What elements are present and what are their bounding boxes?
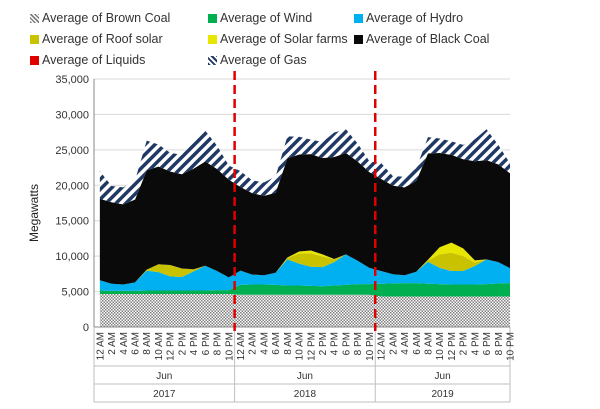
x-tick-label: 6 PM <box>201 332 212 355</box>
legend-swatch-solar-farms <box>208 34 217 44</box>
x-tick-label: 2 PM <box>318 332 329 355</box>
x-tick-label: 8 PM <box>353 332 364 355</box>
x-tick-label: 12 PM <box>166 332 177 361</box>
chart-legend: Average of Brown Coal Average of Wind Aver… <box>0 0 600 72</box>
legend-swatch-black-coal <box>354 34 363 44</box>
x-year-label: 2018 <box>294 389 317 400</box>
legend-label: Average of Roof solar <box>42 32 163 46</box>
legend-label: Average of Brown Coal <box>42 11 171 25</box>
legend-item-brown-coal: Average of Brown Coal <box>30 10 170 26</box>
x-tick-label: 10 PM <box>365 332 376 361</box>
legend-item-gas: Average of Gas <box>208 52 307 68</box>
x-tick-label: 10 PM <box>506 332 517 361</box>
legend-item-solar-farms: Average of Solar farms <box>208 31 348 47</box>
x-tick-label: 12 AM <box>236 332 247 360</box>
legend-swatch-gas <box>208 55 217 65</box>
y-tick-label: 15,000 <box>55 216 89 228</box>
x-tick-label: 6 PM <box>482 332 493 355</box>
y-axis-label: Megawatts <box>27 184 41 242</box>
x-tick-label: 6 AM <box>131 332 142 355</box>
y-tick-label: 20,000 <box>55 180 89 192</box>
legend-item-liquids: Average of Liquids <box>30 52 145 68</box>
x-tick-label: 12 AM <box>95 332 106 360</box>
legend-item-black-coal: Average of Black Coal <box>354 31 489 47</box>
x-year-label: 2017 <box>153 389 176 400</box>
y-tick-label: 30,000 <box>55 109 89 121</box>
x-tick-label: 6 PM <box>341 332 352 355</box>
area-gas <box>99 129 510 205</box>
x-tick-label: 6 AM <box>412 332 423 355</box>
x-tick-label: 10 AM <box>154 332 165 360</box>
area-brown-coal <box>99 294 510 327</box>
x-tick-label: 4 PM <box>330 332 341 355</box>
y-tick-label: 25,000 <box>55 145 89 157</box>
legend-label: Average of Liquids <box>42 53 146 67</box>
legend-item-roof-solar: Average of Roof solar <box>30 31 163 47</box>
legend-swatch-roof-solar <box>30 34 39 44</box>
legend-label: Average of Solar farms <box>220 32 348 46</box>
x-tick-label: 10 AM <box>295 332 306 360</box>
area-black-coal <box>99 153 510 285</box>
x-tick-label: 2 AM <box>248 332 259 355</box>
x-year-label: 2019 <box>431 389 454 400</box>
x-tick-label: 4 AM <box>259 332 270 355</box>
x-month-label: Jun <box>156 371 172 382</box>
x-tick-label: 2 PM <box>177 332 188 355</box>
x-tick-label: 4 PM <box>470 332 481 355</box>
legend-label: Average of Gas <box>220 53 307 67</box>
x-tick-label: 2 AM <box>107 332 118 355</box>
x-tick-label: 4 AM <box>400 332 411 355</box>
y-tick-label: 0 <box>83 322 89 334</box>
x-tick-label: 4 PM <box>189 332 200 355</box>
x-tick-label: 8 PM <box>213 332 224 355</box>
x-tick-label: 12 AM <box>377 332 388 360</box>
area-roof-solar <box>99 252 510 285</box>
legend-swatch-wind <box>208 13 217 23</box>
x-tick-label: 12 PM <box>306 332 317 361</box>
area-hydro <box>99 254 510 291</box>
legend-label: Average of Wind <box>220 11 313 25</box>
y-tick-label: 35,000 <box>55 74 89 86</box>
x-tick-label: 4 AM <box>119 332 130 355</box>
legend-swatch-brown-coal <box>30 13 39 23</box>
x-tick-label: 8 AM <box>424 332 435 355</box>
legend-swatch-hydro <box>354 13 363 23</box>
legend-label: Average of Hydro <box>366 11 464 25</box>
x-tick-label: 2 AM <box>388 332 399 355</box>
area-wind <box>99 283 510 297</box>
legend-item-wind: Average of Wind <box>208 10 312 26</box>
x-tick-label: 12 PM <box>447 332 458 361</box>
legend-swatch-liquids <box>30 55 39 65</box>
x-tick-label: 6 AM <box>271 332 282 355</box>
legend-label: Average of Black Coal <box>366 32 490 46</box>
x-month-label: Jun <box>297 371 313 382</box>
x-tick-label: 8 PM <box>494 332 505 355</box>
x-month-label: Jun <box>435 371 451 382</box>
x-tick-label: 8 AM <box>142 332 153 355</box>
y-tick-label: 10,000 <box>55 251 89 263</box>
x-tick-label: 8 AM <box>283 332 294 355</box>
area-solar-farms <box>99 242 510 285</box>
y-tick-label: 5,000 <box>61 287 89 299</box>
legend-item-hydro: Average of Hydro <box>354 10 463 26</box>
x-tick-label: 10 PM <box>224 332 235 361</box>
x-tick-label: 2 PM <box>459 332 470 355</box>
x-tick-label: 10 AM <box>435 332 446 360</box>
